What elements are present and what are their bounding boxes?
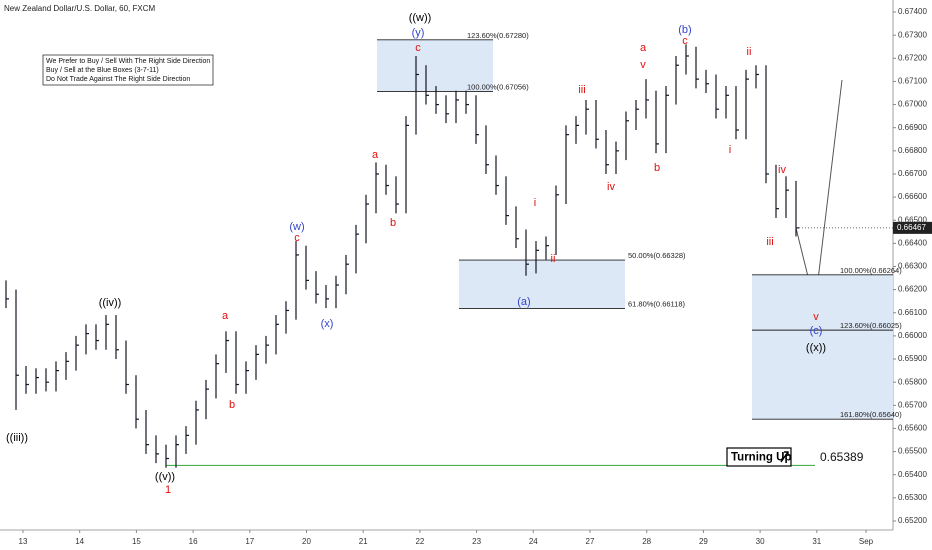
fib-label: 100.00%(0.66264) xyxy=(840,266,902,275)
wave-label: c xyxy=(294,232,300,244)
x-tick-label: 14 xyxy=(75,537,84,546)
note-box xyxy=(42,54,214,86)
callout-box xyxy=(726,447,792,467)
callout-price: 0.65389 xyxy=(820,450,864,464)
x-tick-label: 20 xyxy=(302,537,311,546)
fib-label: 61.80%(0.66118) xyxy=(628,300,685,309)
wave-label: ((x)) xyxy=(806,342,826,354)
fib-label: 50.00%(0.66328) xyxy=(628,251,686,260)
x-tick-label: 30 xyxy=(756,537,765,546)
x-tick-label: 21 xyxy=(359,537,368,546)
y-tick-label: 0.65600 xyxy=(898,424,927,433)
wave-label: (c) xyxy=(810,325,823,337)
wave-label: iii xyxy=(766,236,773,248)
wave-label: v xyxy=(640,59,646,71)
y-tick-label: 0.66300 xyxy=(898,262,927,271)
x-tick-label: 23 xyxy=(472,537,481,546)
x-tick-label: Sep xyxy=(859,537,874,546)
y-tick-label: 0.66600 xyxy=(898,192,927,201)
y-tick-label: 0.65900 xyxy=(898,354,927,363)
x-tick-label: 13 xyxy=(19,537,28,546)
y-tick-label: 0.65800 xyxy=(898,377,927,386)
fib-label: 161.80%(0.65640) xyxy=(840,410,902,419)
y-tick-label: 0.66000 xyxy=(898,331,927,340)
wave-label: (w) xyxy=(289,221,304,233)
wave-label: iv xyxy=(607,181,615,193)
y-tick-label: 0.65500 xyxy=(898,447,927,456)
wave-label: 1 xyxy=(165,484,171,496)
y-tick-label: 0.67300 xyxy=(898,30,927,39)
fib-box xyxy=(752,274,893,420)
x-tick-label: 15 xyxy=(132,537,141,546)
wave-label: a xyxy=(222,310,229,322)
wave-label: ((iii)) xyxy=(6,432,28,444)
wave-label: c xyxy=(415,42,421,54)
wave-label: a xyxy=(372,149,379,161)
wave-label: ((w)) xyxy=(409,12,432,24)
x-tick-label: 31 xyxy=(812,537,821,546)
wave-label: (a) xyxy=(517,296,530,308)
wave-label: ((iv)) xyxy=(99,297,122,309)
wave-label: a xyxy=(640,42,647,54)
fib-label: 123.60%(0.66025) xyxy=(840,321,902,330)
x-tick-label: 29 xyxy=(699,537,708,546)
y-tick-label: 0.67200 xyxy=(898,53,927,62)
y-tick-label: 0.66800 xyxy=(898,146,927,155)
wave-label: i xyxy=(534,197,536,209)
note-line: Do Not Trade Against The Right Side Dire… xyxy=(46,76,190,83)
note-line: Buy / Sell at the Blue Boxes (3-7-11) xyxy=(46,67,159,74)
last-price-label: 0.66467 xyxy=(897,223,926,232)
x-tick-label: 17 xyxy=(245,537,254,546)
fib-box xyxy=(377,39,493,92)
x-tick-label: 24 xyxy=(529,537,538,546)
wave-label: (y) xyxy=(412,27,425,39)
arrow-icon xyxy=(780,451,789,463)
y-tick-label: 0.65300 xyxy=(898,493,927,502)
y-tick-label: 0.66100 xyxy=(898,308,927,317)
note-line: We Prefer to Buy / Sell With The Right S… xyxy=(46,58,210,65)
y-tick-label: 0.66900 xyxy=(898,123,927,132)
wave-label: b xyxy=(390,217,396,229)
y-tick-label: 0.66700 xyxy=(898,169,927,178)
last-price-box xyxy=(893,221,932,234)
wave-label: ii xyxy=(747,46,752,58)
wave-label: i xyxy=(729,144,731,156)
wave-label: iv xyxy=(778,164,786,176)
wave-label: v xyxy=(813,311,819,323)
wave-label: c xyxy=(682,35,688,47)
wave-label: ((v)) xyxy=(155,471,175,483)
y-tick-label: 0.65700 xyxy=(898,400,927,409)
wave-label: (x) xyxy=(321,318,334,330)
x-tick-label: 27 xyxy=(586,537,595,546)
y-tick-label: 0.65200 xyxy=(898,516,927,525)
x-tick-label: 16 xyxy=(189,537,198,546)
y-tick-label: 0.67100 xyxy=(898,77,927,86)
fib-box xyxy=(459,260,625,309)
y-tick-label: 0.65400 xyxy=(898,470,927,479)
chart-title: New Zealand Dollar/U.S. Dollar, 60, FXCM xyxy=(4,4,156,13)
y-tick-label: 0.67400 xyxy=(898,7,927,16)
x-tick-label: 22 xyxy=(415,537,424,546)
wave-label: b xyxy=(654,162,660,174)
x-tick-label: 28 xyxy=(642,537,651,546)
callout-text: Turning Up xyxy=(731,452,791,464)
wave-label: b xyxy=(229,399,235,411)
y-tick-label: 0.67000 xyxy=(898,100,927,109)
y-tick-label: 0.66400 xyxy=(898,238,927,247)
fib-label: 100.00%(0.67056) xyxy=(467,83,529,92)
wave-label: ii xyxy=(551,253,556,265)
wave-label: iii xyxy=(578,84,585,96)
wave-label: (b) xyxy=(678,24,691,36)
fib-label: 123.60%(0.67280) xyxy=(467,31,529,40)
y-tick-label: 0.66500 xyxy=(898,215,927,224)
y-tick-label: 0.66200 xyxy=(898,285,927,294)
